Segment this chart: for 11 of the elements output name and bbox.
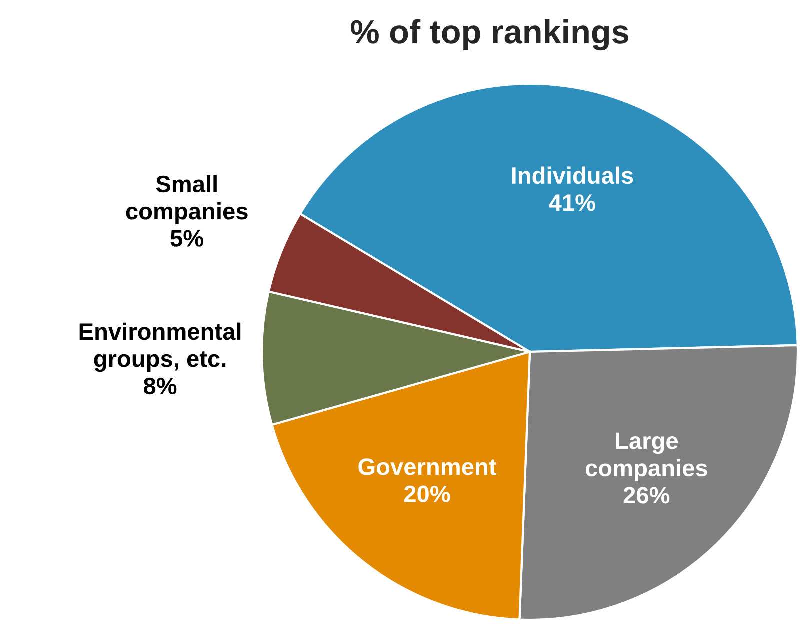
data-label: 8%	[144, 378, 177, 395]
data-label: 26%	[624, 487, 670, 504]
slice-label: Government	[358, 458, 496, 476]
data-label: 20%	[404, 486, 450, 502]
slice-label: Small companies	[126, 175, 248, 224]
chart-title: % of top rankings	[351, 19, 628, 51]
data-label: 41%	[549, 194, 596, 212]
slice-label: Environmental groups, etc.	[80, 322, 241, 372]
slice-label: Individuals	[512, 166, 634, 184]
slice-label: Large companies	[586, 432, 708, 482]
data-label: 5%	[170, 230, 204, 247]
